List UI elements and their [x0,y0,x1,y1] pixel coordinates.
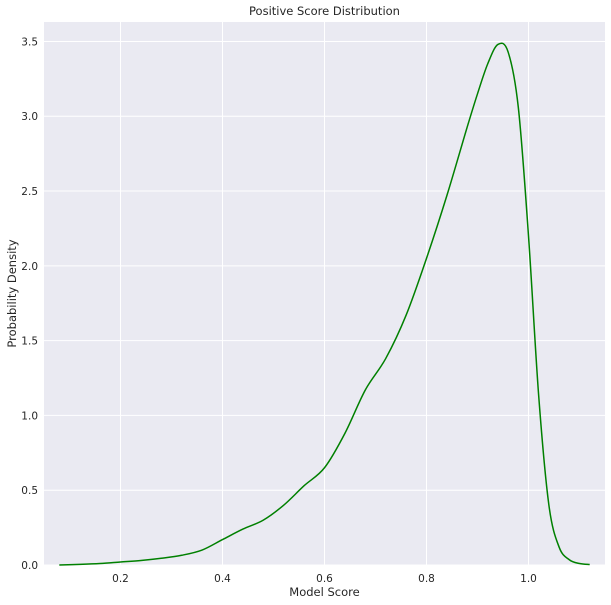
x-tick-label: 0.2 [112,573,129,585]
y-tick-label: 2.0 [21,261,38,273]
x-tick-label: 0.4 [214,573,231,585]
y-axis-label: Probability Density [5,239,19,347]
x-axis-label: Model Score [289,585,359,599]
series-layer [59,42,590,566]
x-tick-label: 0.8 [418,573,435,585]
y-tick-label: 1.5 [21,336,38,348]
tick-labels: 0.2 0.4 0.6 0.8 1.0 0.0 0.5 1.0 1.5 2.0 2.5 3.0 3.5 [21,36,537,585]
x-tick-label: 0.6 [316,573,333,585]
y-tick-label: 0.0 [21,560,38,572]
y-tick-label: 1.0 [21,410,38,422]
density-curve [59,42,590,566]
y-tick-label: 3.5 [21,36,38,48]
y-tick-label: 3.0 [21,111,38,123]
y-tick-label: 0.5 [21,485,38,497]
chart-title: Positive Score Distribution [249,4,400,18]
x-tick-label: 1.0 [520,573,537,585]
grid-lines [44,22,605,566]
y-tick-label: 2.5 [21,186,38,198]
